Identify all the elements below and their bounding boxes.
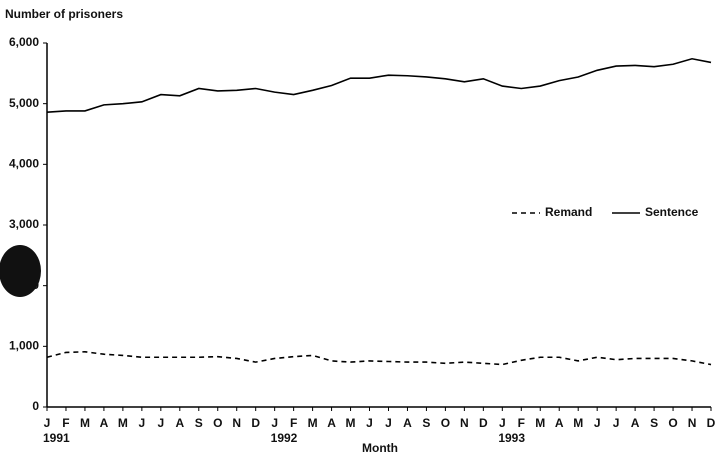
x-tick-label: A xyxy=(631,416,640,430)
x-tick-label: D xyxy=(479,416,488,430)
x-tick-label: A xyxy=(555,416,564,430)
x-tick-label: A xyxy=(100,416,109,430)
x-tick-label: S xyxy=(650,416,658,430)
x-tick-label: J xyxy=(499,416,506,430)
legend-label: Sentence xyxy=(645,205,699,219)
x-tick-label: A xyxy=(327,416,336,430)
x-tick-label: J xyxy=(157,416,164,430)
x-tick-label: N xyxy=(232,416,241,430)
x-tick-label: D xyxy=(251,416,260,430)
x-tick-label: F xyxy=(518,416,525,430)
x-tick-label: N xyxy=(688,416,697,430)
x-tick-label: J xyxy=(366,416,373,430)
x-axis-title: Month xyxy=(362,441,398,455)
x-tick-label: A xyxy=(175,416,184,430)
x-tick-label: M xyxy=(535,416,545,430)
year-label: 1993 xyxy=(498,431,525,445)
x-tick-label: J xyxy=(44,416,51,430)
x-tick-label: J xyxy=(385,416,392,430)
blot xyxy=(0,245,41,297)
x-tick-label: M xyxy=(573,416,583,430)
x-tick-label: M xyxy=(346,416,356,430)
x-tick-label: M xyxy=(308,416,318,430)
line-series xyxy=(46,350,712,366)
x-tick-label: F xyxy=(62,416,69,430)
x-tick-label: A xyxy=(403,416,412,430)
x-tick-label: F xyxy=(290,416,297,430)
y-tick-label: 1,000 xyxy=(9,339,39,353)
x-tick-label: N xyxy=(460,416,469,430)
year-label: 1992 xyxy=(271,431,298,445)
x-tick-label: S xyxy=(195,416,203,430)
x-tick-label: O xyxy=(668,416,677,430)
x-tick-label: J xyxy=(594,416,601,430)
x-tick-label: S xyxy=(422,416,430,430)
line-series xyxy=(46,57,712,113)
x-tick-label: J xyxy=(271,416,278,430)
chart-title: Number of prisoners xyxy=(5,7,123,21)
x-tick-label: J xyxy=(613,416,620,430)
x-tick-label: M xyxy=(80,416,90,430)
y-tick-label: 5,000 xyxy=(9,96,39,110)
y-tick-label: 4,000 xyxy=(9,157,39,171)
year-label: 1991 xyxy=(43,431,70,445)
x-tick-label: M xyxy=(118,416,128,430)
x-tick-label: O xyxy=(213,416,222,430)
x-tick-label: J xyxy=(139,416,146,430)
x-tick-label: D xyxy=(707,416,716,430)
y-tick-label: 6,000 xyxy=(9,35,39,49)
x-tick-label: O xyxy=(441,416,450,430)
legend-label: Remand xyxy=(545,205,592,219)
y-tick-label: 3,000 xyxy=(9,217,39,231)
y-tick-label: 0 xyxy=(32,399,39,413)
